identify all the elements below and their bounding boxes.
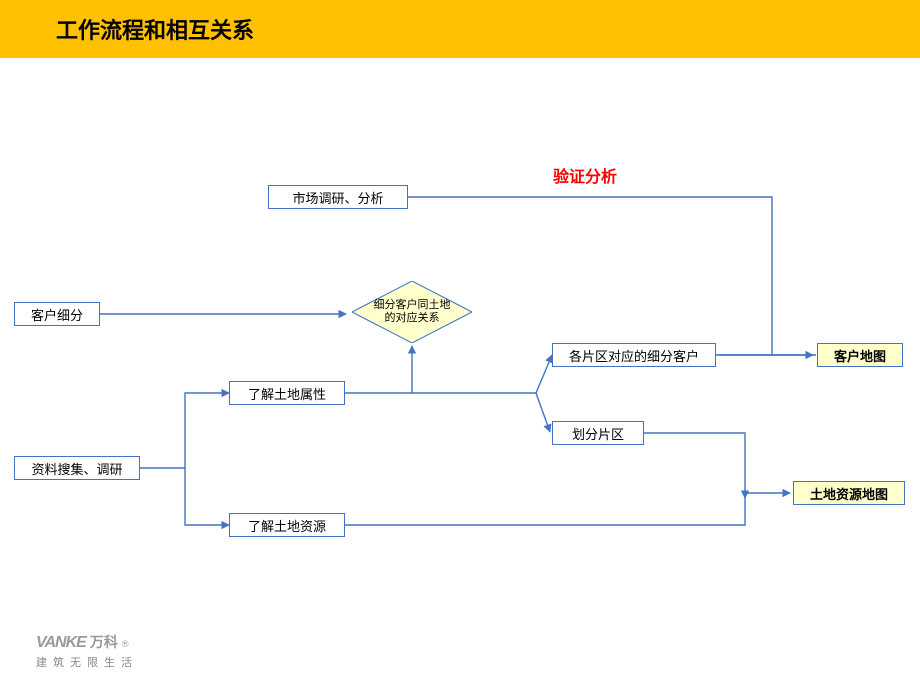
node-land-attribute: 了解土地属性: [229, 381, 345, 405]
label-validate: 验证分析: [553, 163, 617, 187]
node-market-research: 市场调研、分析: [268, 185, 408, 209]
node-data-collect: 资料搜集、调研: [14, 456, 140, 480]
footer-reg: ®: [122, 639, 129, 649]
node-land-map: 土地资源地图: [793, 481, 905, 505]
edges-layer: [0, 0, 920, 690]
footer-tagline: 建筑无限生活: [36, 654, 138, 670]
node-label: 市场调研、分析: [292, 188, 383, 207]
node-customer-segment: 客户细分: [14, 302, 100, 326]
node-label: 客户地图: [834, 346, 886, 365]
footer-logo-cn: 万科: [90, 632, 118, 652]
footer: VANKE 万科 ® 建筑无限生活: [36, 632, 138, 670]
node-label: 划分片区: [572, 424, 624, 443]
node-label: 客户细分: [31, 305, 83, 324]
node-decision-mapping: 细分客户同土地的对应关系: [352, 281, 472, 343]
node-label: 资料搜集、调研: [31, 459, 122, 478]
footer-logo-en: VANKE: [36, 634, 86, 652]
page-title: 工作流程和相互关系: [56, 13, 254, 45]
node-label: 土地资源地图: [810, 484, 888, 503]
node-label: 各片区对应的细分客户: [569, 346, 699, 365]
node-partition-zone: 划分片区: [552, 421, 644, 445]
node-zone-customers: 各片区对应的细分客户: [552, 343, 716, 367]
node-label: 了解土地资源: [248, 516, 326, 535]
node-customer-map: 客户地图: [817, 343, 903, 367]
node-label: 了解土地属性: [248, 384, 326, 403]
footer-logo: VANKE 万科 ®: [36, 632, 138, 652]
header-bar: 工作流程和相互关系: [0, 0, 920, 58]
node-land-resource: 了解土地资源: [229, 513, 345, 537]
diamond-label: 细分客户同土地的对应关系: [352, 281, 472, 343]
